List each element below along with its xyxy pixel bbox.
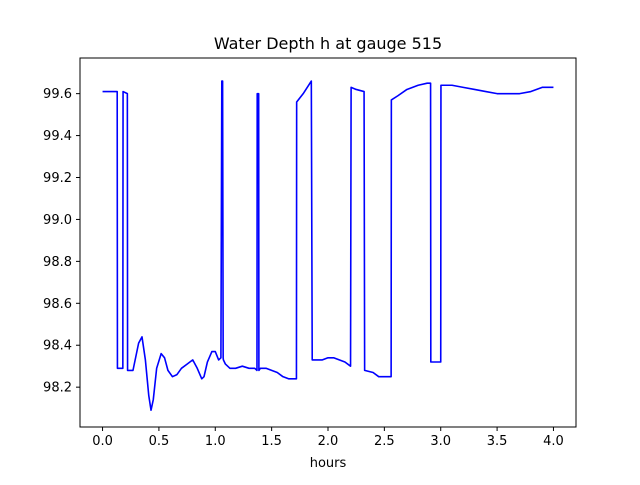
y-tick-label: 99.2: [43, 171, 72, 186]
plot-layer: [102, 80, 554, 412]
x-tick-label: 3.0: [430, 434, 451, 449]
x-tick-label: 0.5: [149, 434, 170, 449]
y-tick-label: 98.4: [43, 339, 72, 354]
x-tick-label: 3.5: [487, 434, 508, 449]
x-tick-label: 2.0: [318, 434, 339, 449]
x-axis-label: hours: [310, 456, 347, 471]
chart-title: Water Depth h at gauge 515: [214, 34, 442, 53]
x-tick-label: 2.5: [374, 434, 395, 449]
x-tick-label: 0.0: [92, 434, 113, 449]
y-tick-label: 98.8: [43, 255, 72, 270]
x-tick-label: 1.0: [205, 434, 226, 449]
series-line-0: [102, 80, 554, 412]
y-tick-label: 99.4: [43, 129, 72, 144]
y-tick-label: 99.0: [43, 213, 72, 228]
x-tick-label: 1.5: [261, 434, 282, 449]
y-tick-label: 98.6: [43, 297, 72, 312]
axes-layer: 0.0 0.5 1.0 1.5 2.0 2.5 3.0 3.5 4.0 98.2 98.4 98.6 9…: [43, 57, 577, 449]
y-tick-label: 98.2: [43, 381, 72, 396]
x-tick-label: 4.0: [543, 434, 564, 449]
y-tick-label: 99.6: [43, 87, 72, 102]
